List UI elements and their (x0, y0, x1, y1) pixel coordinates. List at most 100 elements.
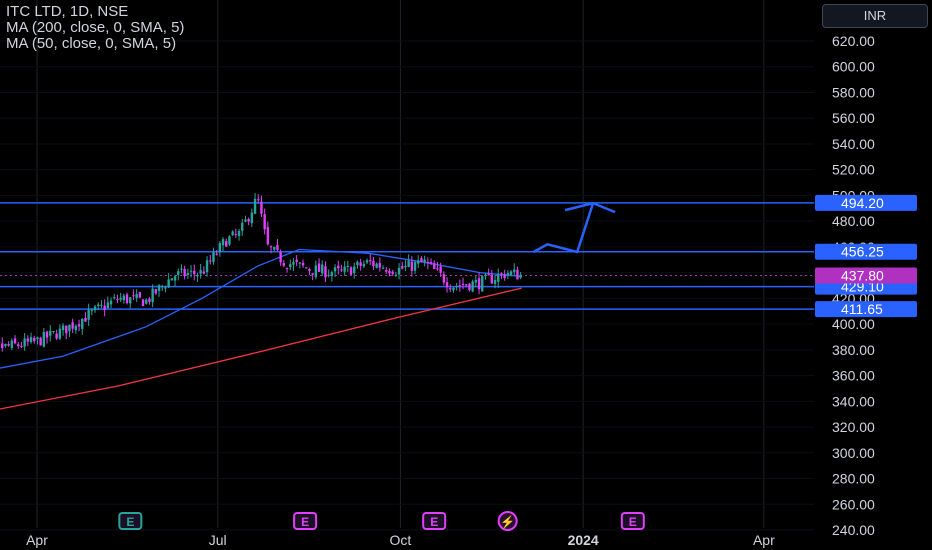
candle-body (509, 271, 513, 276)
candle-body (378, 262, 382, 268)
candle-body (33, 337, 36, 342)
y-tick-label: 520.00 (832, 162, 875, 178)
candle-body (289, 264, 292, 267)
candle-body (202, 271, 206, 274)
candle-body (330, 272, 334, 276)
candle-body (474, 279, 478, 283)
candle-body (311, 273, 314, 275)
candle-body (436, 268, 439, 270)
symbol-line: ITC LTD, 1D, NSE (6, 3, 129, 20)
candle-body (503, 274, 506, 279)
candle-body (7, 343, 10, 346)
candle-body (365, 260, 369, 263)
candle-body (285, 268, 289, 270)
candle-body (353, 266, 356, 274)
candle-body (138, 292, 142, 298)
last-price-badge: 437.80 (841, 267, 884, 283)
candle-body (295, 259, 298, 263)
candle-body (77, 324, 81, 327)
event-marker-label: E (430, 515, 438, 529)
candle-body (337, 265, 340, 269)
candle-body (497, 274, 500, 282)
candle-body (519, 274, 522, 278)
candle-body (186, 273, 190, 276)
candle-body (490, 274, 494, 284)
candle-body (346, 265, 350, 267)
candle-body (135, 294, 138, 299)
x-tick-label: Oct (390, 532, 412, 548)
candle-body (97, 304, 100, 307)
candle-body (516, 269, 519, 280)
candle-body (420, 258, 423, 263)
candle-body (58, 328, 62, 339)
candle-body (61, 325, 65, 331)
candle-body (410, 261, 414, 271)
candle-body (173, 276, 177, 281)
candle-body (375, 263, 378, 268)
candle-body (477, 278, 481, 290)
candle-body (17, 344, 20, 347)
candle-body (269, 246, 273, 248)
candle-body (122, 295, 126, 301)
last-price-badge-bg (815, 267, 917, 284)
candle-body (452, 287, 455, 291)
candle-body (196, 274, 199, 277)
candle-body (468, 283, 471, 290)
earnings-marker-box (620, 512, 645, 530)
projection-line (532, 202, 595, 254)
candle-body (333, 267, 337, 272)
candle-body (244, 219, 247, 222)
projection-arrowhead (564, 201, 616, 214)
candle-body (52, 331, 55, 333)
candle-body (119, 297, 122, 300)
y-tick-label: 560.00 (832, 110, 875, 126)
candle-body (228, 236, 231, 245)
candle-body (13, 338, 17, 344)
earnings-event-marker: ⚡ (497, 511, 518, 531)
y-tick-label: 280.00 (832, 471, 875, 487)
candle-body (404, 265, 407, 268)
candle-body (237, 231, 241, 237)
currency-button[interactable]: INR (822, 4, 928, 28)
candle-body (401, 266, 404, 269)
candle-body (141, 299, 145, 307)
candle-body (391, 271, 394, 275)
candle-body (23, 338, 26, 347)
dividend-marker-ring (497, 511, 518, 531)
candle-body (433, 263, 436, 269)
earnings-marker-box (118, 512, 143, 530)
candle-body (103, 305, 106, 310)
candle-body (167, 279, 170, 288)
candle-body (241, 222, 244, 231)
candle-body (4, 343, 7, 347)
candle-body (231, 231, 234, 236)
x-tick-label: 2024 (568, 532, 599, 548)
candle-body (106, 302, 110, 308)
earnings-event-marker: E (118, 512, 143, 530)
candle-body (381, 267, 385, 269)
candle-body (260, 201, 263, 214)
candle-body (148, 298, 151, 302)
y-tick-label: 580.00 (832, 84, 875, 100)
candle-body (394, 274, 398, 276)
candle-body (356, 261, 359, 266)
candle-body (10, 340, 14, 348)
earnings-marker-box (422, 512, 447, 530)
candle-body (317, 263, 321, 272)
candle-body (276, 245, 279, 250)
event-marker-label: E (629, 515, 637, 529)
candle-body (68, 324, 71, 332)
candle-body (484, 274, 487, 277)
candle-body (42, 332, 46, 347)
candle-body (164, 287, 167, 289)
level-badge: 411.65 (841, 301, 883, 317)
candle-body (221, 239, 225, 246)
candle-body (321, 264, 324, 274)
candles (0, 192, 522, 352)
candle-body (253, 198, 257, 214)
y-tick-label: 540.00 (832, 136, 875, 152)
candle-body (314, 265, 318, 278)
candle-body (161, 286, 164, 288)
